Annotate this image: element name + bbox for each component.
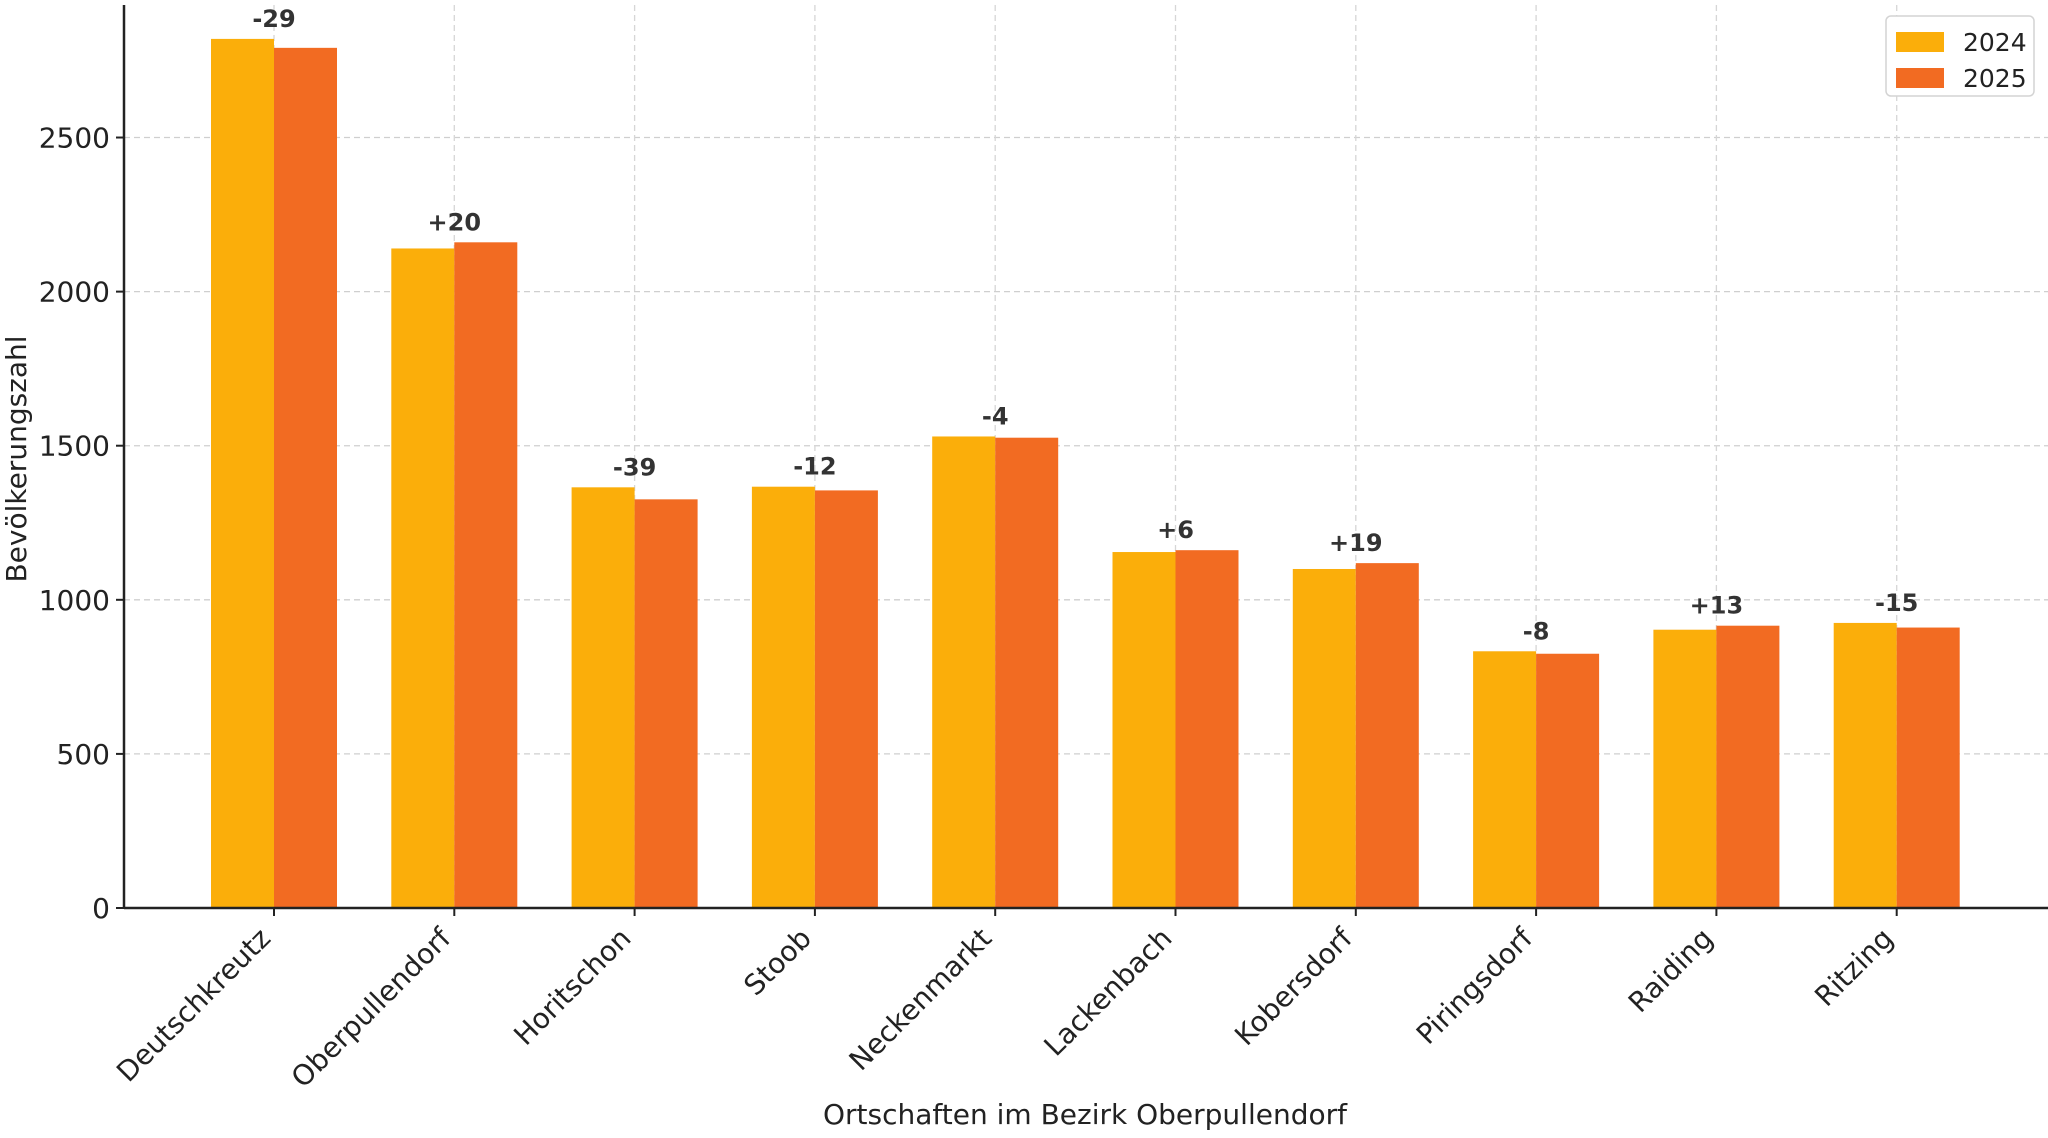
legend-label-2024: 2024	[1963, 28, 2027, 57]
x-tick-label: Horitschon	[507, 922, 637, 1052]
y-tick-label: 2500	[39, 122, 110, 155]
bar-2024-lackenbach	[1112, 552, 1176, 908]
bar-2024-piringsdorf	[1473, 651, 1537, 908]
legend-swatch-2025	[1896, 68, 1944, 88]
legend: 2024 2025	[1885, 15, 2035, 97]
difference-label: -15	[1875, 589, 1918, 617]
bar-2024-oberpullendorf	[391, 248, 455, 908]
bar-2024-raiding	[1653, 629, 1717, 908]
bar-2025-oberpullendorf	[454, 242, 518, 908]
x-tick-label: Ritzing	[1808, 922, 1899, 1013]
bar-2025-horitschon	[634, 499, 698, 908]
y-tick-label: 1000	[39, 584, 110, 617]
bar-2025-kobersdorf	[1355, 563, 1419, 908]
difference-label: +6	[1157, 516, 1194, 544]
difference-label: +19	[1329, 529, 1383, 557]
bar-2025-neckenmarkt	[995, 437, 1059, 908]
bar-2025-raiding	[1716, 625, 1780, 908]
bar-2025-piringsdorf	[1536, 653, 1600, 908]
y-tick-label: 2000	[39, 276, 110, 309]
y-tick-labels: 0 500 1000 1500 2000 2500	[39, 122, 110, 925]
x-tick-label: Oberpullendorf	[285, 921, 458, 1094]
x-tick-label: Deutschkreutz	[110, 922, 277, 1089]
difference-label: +13	[1690, 592, 1744, 620]
bar-2025-deutschkreutz	[274, 47, 337, 909]
difference-label: -39	[613, 453, 656, 481]
bar-2025-stoob	[814, 490, 878, 908]
y-tick-label: 0	[92, 892, 110, 925]
bar-2024-deutschkreutz	[211, 38, 274, 909]
difference-label: -29	[252, 5, 295, 33]
x-tick-label: Raiding	[1622, 922, 1719, 1019]
difference-labels: -29 +20 -39 -12 -4 +6 +19 -8 +13 -15	[252, 5, 1918, 645]
x-tick-label: Neckenmarkt	[843, 922, 999, 1078]
y-axis-label: Bevölkerungszahl	[0, 335, 33, 582]
bars	[211, 38, 1960, 909]
difference-label: -4	[982, 402, 1009, 430]
x-tick-label: Kobersdorf	[1228, 921, 1359, 1052]
x-axis-label: Ortschaften im Bezirk Oberpullendorf	[823, 1098, 1348, 1131]
x-tick-labels: Deutschkreutz Oberpullendorf Horitschon Sto…	[110, 921, 1900, 1094]
bar-2024-kobersdorf	[1292, 568, 1356, 908]
y-tick-label: 500	[57, 738, 110, 771]
bar-2025-lackenbach	[1175, 550, 1239, 908]
axes	[116, 5, 2048, 916]
difference-label: -12	[793, 453, 836, 481]
bar-2025-ritzing	[1896, 627, 1960, 908]
difference-label: -8	[1523, 617, 1550, 645]
legend-label-2025: 2025	[1963, 64, 2027, 93]
bar-2024-horitschon	[571, 487, 635, 908]
bar-2024-neckenmarkt	[932, 436, 996, 908]
difference-label: +20	[428, 208, 482, 236]
x-tick-label: Stoob	[737, 922, 817, 1002]
y-tick-label: 1500	[39, 430, 110, 463]
x-tick-label: Piringsdorf	[1410, 921, 1540, 1051]
x-tick-label: Lackenbach	[1037, 922, 1178, 1063]
bar-2024-ritzing	[1833, 622, 1897, 908]
legend-swatch-2024	[1896, 32, 1944, 52]
bar-2024-stoob	[751, 486, 815, 908]
